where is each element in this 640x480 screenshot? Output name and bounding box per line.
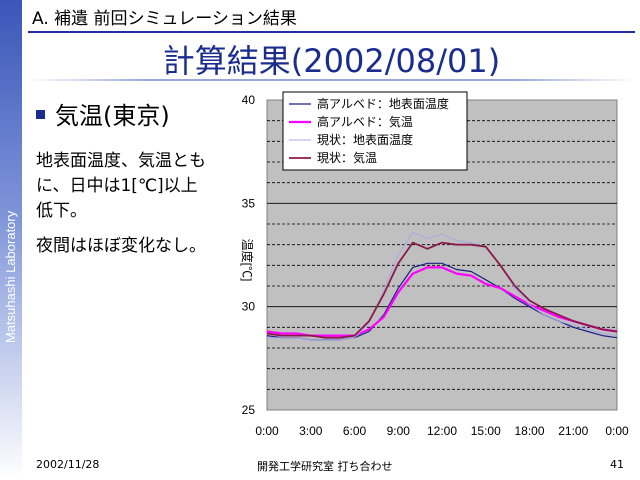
- legend-entry: 高アルベド：地表面温度: [317, 96, 449, 111]
- x-tick-label: 18:00: [514, 424, 544, 438]
- footer-date: 2002/11/28: [36, 458, 100, 471]
- lab-name: Matsuhashi Laboratory: [3, 210, 18, 343]
- legend-entry: 高アルベド：気温: [317, 114, 413, 129]
- y-tick-label: 30: [242, 300, 256, 314]
- page-number: 41: [610, 458, 624, 471]
- body-line: 夜間はほぼ変化なし。: [36, 236, 206, 256]
- body-line: に、日中は1[℃]以上: [36, 176, 198, 196]
- x-tick-label: 3:00: [299, 424, 323, 438]
- series-line: [266, 266, 618, 337]
- x-tick-label: 15:00: [471, 424, 501, 438]
- x-tick-label: 12:00: [427, 424, 457, 438]
- temperature-chart: 25 30 35 40 0:00 3:00 6:00 9:00 12:00 15:00 18:00 2…: [240, 91, 629, 438]
- bullet-square-icon: [36, 110, 45, 119]
- body-line: 地表面温度、気温とも: [36, 151, 206, 171]
- header-underline: [28, 31, 635, 33]
- footer-meeting: 開発工学研究室 打ち合わせ: [257, 460, 393, 473]
- series-line: [266, 241, 618, 339]
- x-tick-label: 9:00: [387, 424, 411, 438]
- series-line: [267, 231, 618, 341]
- section-label: A. 補遺 前回シミュレーション結果: [32, 9, 297, 29]
- x-tick-label: 6:00: [343, 424, 367, 438]
- bullet-heading: 気温(東京): [55, 102, 170, 130]
- legend-box: [282, 91, 468, 171]
- body-line: 低下。: [36, 201, 87, 221]
- x-tick-label: 21:00: [558, 424, 588, 438]
- slide-title: 計算結果(2002/08/01): [162, 42, 501, 80]
- legend-entry: 現状：地表面温度: [317, 132, 413, 147]
- sidebar-band: Matsuhashi Laboratory: [0, 0, 22, 480]
- x-tick-label: 0:00: [255, 424, 279, 438]
- x-tick-label: 0:00: [605, 424, 629, 438]
- y-tick-label: 35: [242, 196, 256, 210]
- y-tick-label: 25: [242, 403, 256, 417]
- title-divider: [28, 79, 635, 81]
- legend-entry: 現状：気温: [317, 150, 377, 165]
- y-axis-label: 温度[℃]: [240, 239, 255, 282]
- y-tick-label: 40: [242, 93, 256, 107]
